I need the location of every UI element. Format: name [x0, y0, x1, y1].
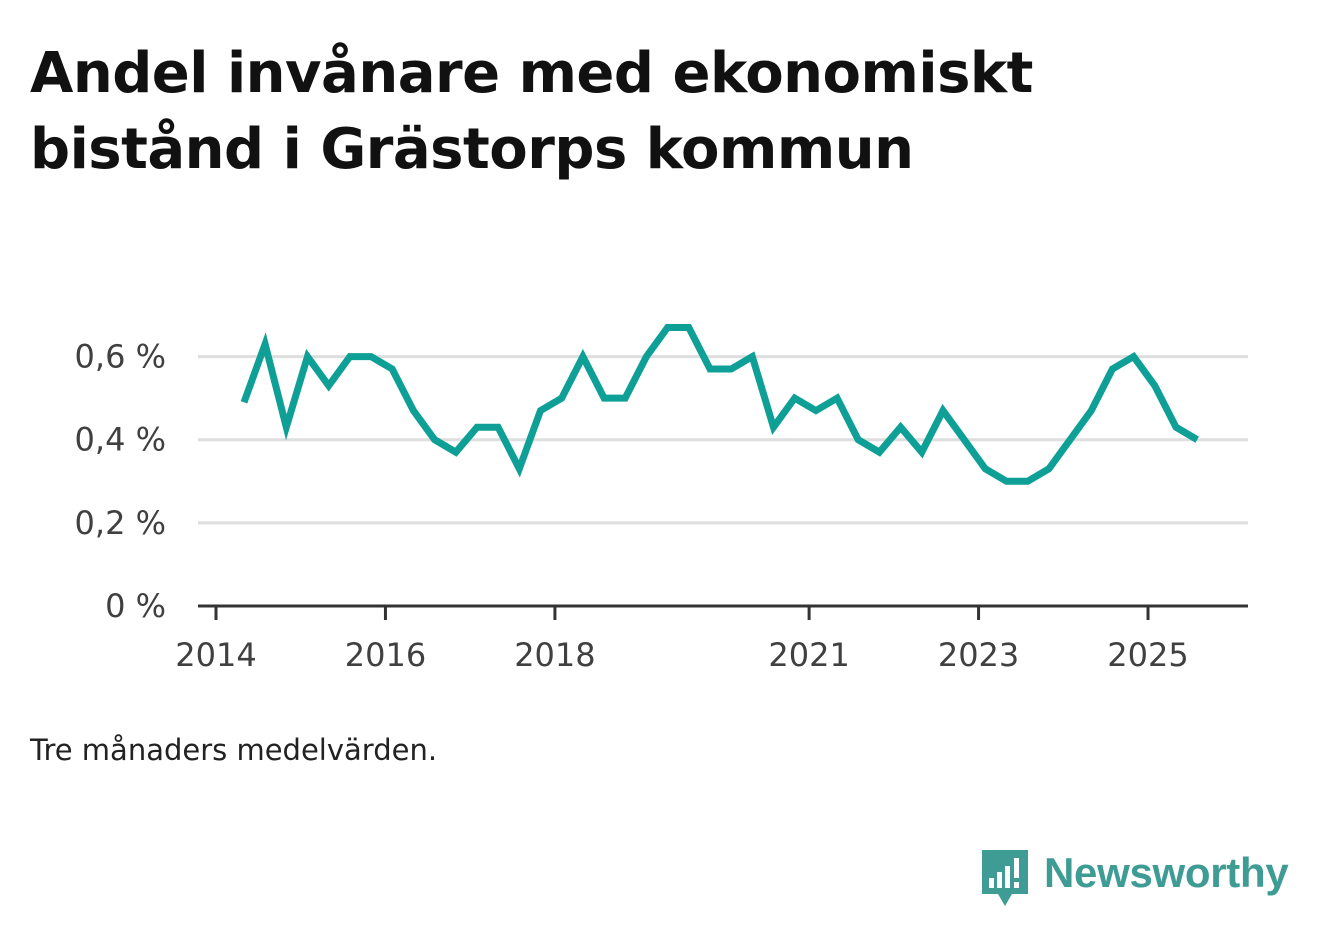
x-tick-label: 2018 — [514, 636, 595, 674]
y-tick-label: 0,2 % — [75, 504, 166, 542]
x-tick-label: 2014 — [175, 636, 256, 674]
series-layer — [240, 324, 1199, 485]
y-tick-label: 0,6 % — [75, 338, 166, 376]
brand-name: Newsworthy — [1044, 849, 1289, 896]
newsworthy-logo-icon — [982, 850, 1028, 906]
x-tick-label: 2016 — [345, 636, 426, 674]
series-line — [240, 324, 1199, 485]
y-axis-labels: 0 % 0,2 % 0,4 % 0,6 % — [75, 338, 166, 625]
x-axis: 2014 2016 2018 2021 2023 2025 — [175, 604, 1248, 674]
x-tick-label: 2021 — [768, 636, 849, 674]
y-tick-label: 0,4 % — [75, 421, 166, 459]
x-tick-label: 2025 — [1107, 636, 1188, 674]
y-tick-label: 0 % — [105, 587, 166, 625]
footnote: Tre månaders medelvärden. — [30, 733, 438, 767]
chart-title: Andel invånare med ekonomiskt bistånd i … — [30, 41, 1033, 182]
x-tick-label: 2023 — [938, 636, 1019, 674]
brand-logo-lockup[interactable]: Newsworthy — [980, 848, 1289, 910]
gridlines — [198, 355, 1248, 525]
